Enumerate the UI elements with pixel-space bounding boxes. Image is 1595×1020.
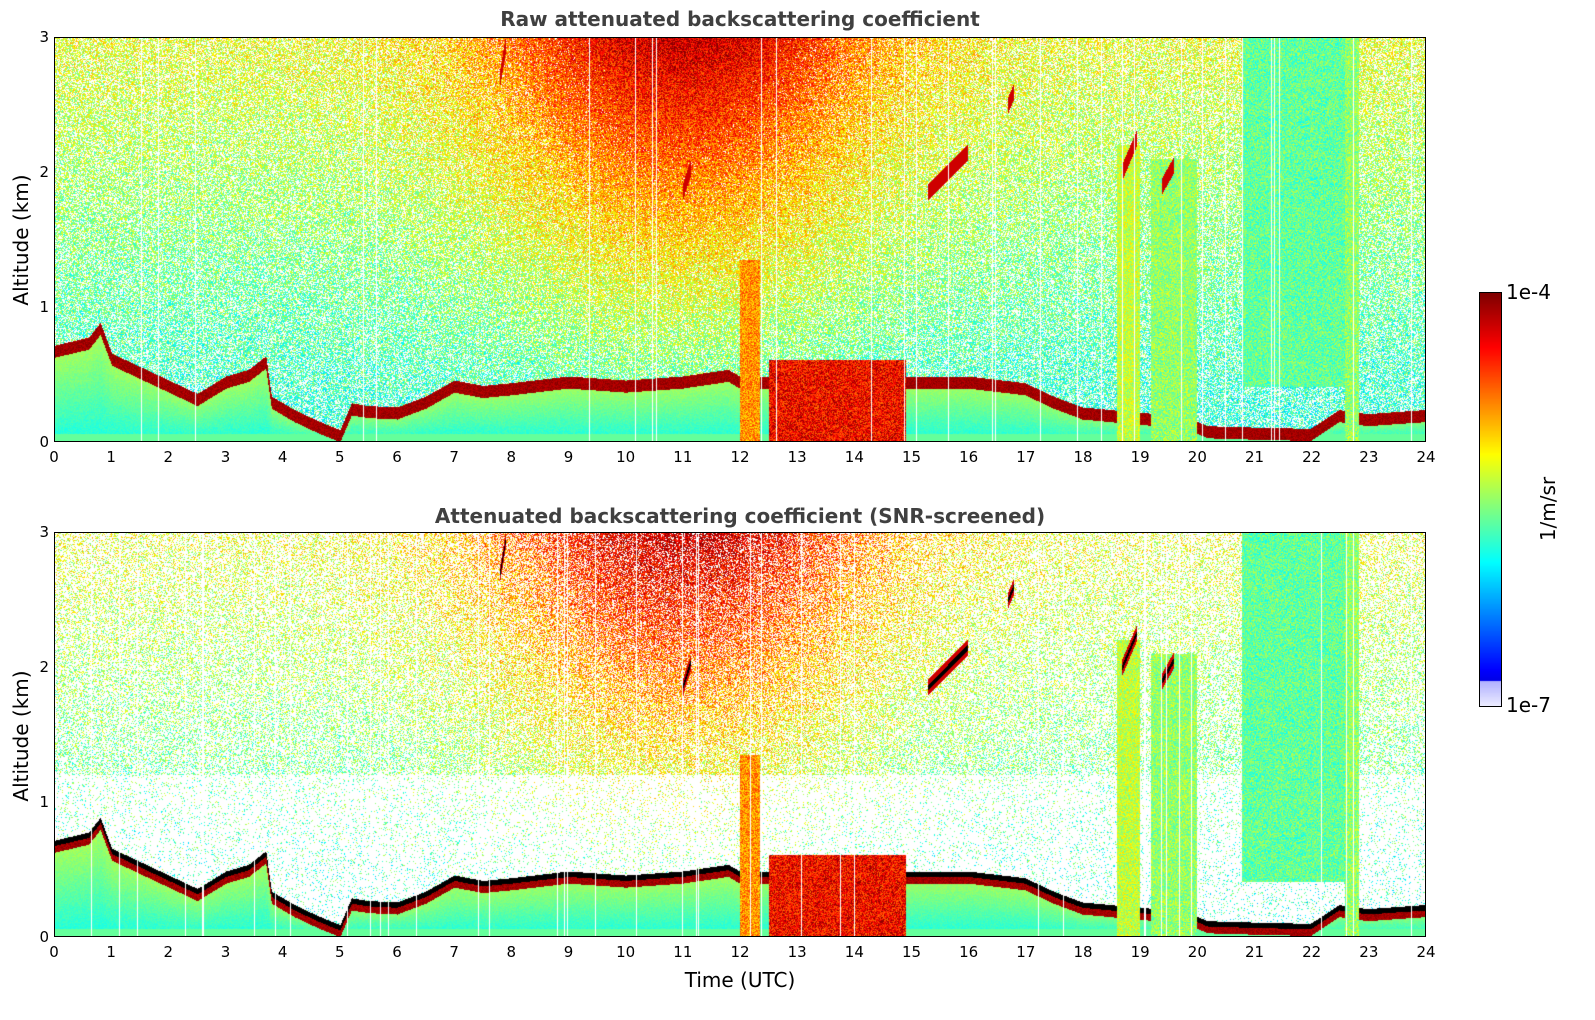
x-tick-label: 15 (901, 943, 922, 961)
x-tick-label: 24 (1416, 943, 1436, 961)
y-tick-label: 0 (39, 928, 49, 946)
x-tick-label: 0 (49, 448, 59, 466)
y-tick-label: 2 (39, 163, 49, 181)
bottom-x-axis-label: Time (UTC) (684, 968, 796, 992)
colorbar-min-label: 1e-7 (1506, 693, 1551, 717)
colorbar (1479, 292, 1502, 707)
x-tick-label: 10 (616, 943, 636, 961)
x-tick-label: 1 (106, 943, 116, 961)
y-tick-label: 0 (39, 433, 49, 451)
x-tick-label: 3 (220, 448, 231, 466)
x-tick-label: 13 (787, 943, 807, 961)
bottom-heatmap (55, 533, 1425, 936)
x-tick-label: 1 (106, 448, 116, 466)
colorbar-max-label: 1e-4 (1506, 280, 1551, 304)
y-tick-label: 2 (39, 658, 49, 676)
x-tick-label: 9 (563, 943, 574, 961)
x-tick-label: 17 (1016, 448, 1036, 466)
x-tick-label: 11 (673, 943, 693, 961)
x-tick-label: 17 (1016, 943, 1036, 961)
x-tick-label: 16 (959, 943, 979, 961)
bottom-panel-title: Attenuated backscattering coefficient (S… (434, 504, 1046, 528)
x-tick-label: 6 (392, 448, 402, 466)
x-tick-label: 18 (1073, 448, 1093, 466)
x-tick-label: 19 (1130, 448, 1150, 466)
x-tick-label: 23 (1359, 448, 1379, 466)
x-tick-label: 2 (163, 448, 174, 466)
top-panel-title: Raw attenuated backscattering coefficien… (500, 7, 980, 31)
x-tick-label: 12 (730, 943, 750, 961)
x-tick-label: 3 (220, 943, 231, 961)
x-tick-label: 16 (959, 448, 979, 466)
x-tick-label: 8 (506, 943, 517, 961)
x-tick-label: 20 (1187, 943, 1207, 961)
x-tick-label: 7 (449, 448, 459, 466)
x-tick-label: 19 (1130, 943, 1150, 961)
top-y-axis-label: Altitude (km) (9, 174, 33, 306)
x-tick-label: 22 (1302, 943, 1322, 961)
y-tick-label: 1 (39, 298, 49, 316)
x-tick-label: 6 (392, 943, 402, 961)
x-tick-label: 24 (1416, 448, 1436, 466)
colorbar-unit-label: 1/m/sr (1536, 476, 1560, 542)
x-tick-label: 0 (49, 943, 59, 961)
x-tick-label: 7 (449, 943, 459, 961)
x-tick-label: 2 (163, 943, 174, 961)
x-tick-label: 14 (844, 943, 864, 961)
x-tick-label: 11 (673, 448, 693, 466)
x-tick-label: 4 (277, 448, 288, 466)
x-tick-label: 18 (1073, 943, 1093, 961)
x-tick-label: 20 (1187, 448, 1207, 466)
x-tick-label: 9 (563, 448, 574, 466)
y-tick-label: 3 (39, 523, 49, 541)
y-tick-label: 3 (39, 28, 49, 46)
x-tick-label: 23 (1359, 943, 1379, 961)
x-tick-label: 21 (1244, 943, 1265, 961)
x-tick-label: 4 (277, 943, 288, 961)
x-tick-label: 12 (730, 448, 750, 466)
x-tick-label: 14 (844, 448, 864, 466)
bottom-y-axis-label: Altitude (km) (9, 670, 33, 802)
colorbar-gradient (1480, 293, 1501, 706)
top-heatmap (55, 38, 1425, 441)
y-tick-label: 1 (39, 793, 49, 811)
x-tick-label: 10 (616, 448, 636, 466)
x-tick-label: 5 (335, 943, 345, 961)
x-tick-label: 13 (787, 448, 807, 466)
x-tick-label: 5 (335, 448, 345, 466)
bottom-plot-area (54, 532, 1426, 937)
top-plot-area (54, 37, 1426, 442)
x-tick-label: 22 (1302, 448, 1322, 466)
x-tick-label: 21 (1244, 448, 1265, 466)
x-tick-label: 15 (901, 448, 922, 466)
x-tick-label: 8 (506, 448, 517, 466)
